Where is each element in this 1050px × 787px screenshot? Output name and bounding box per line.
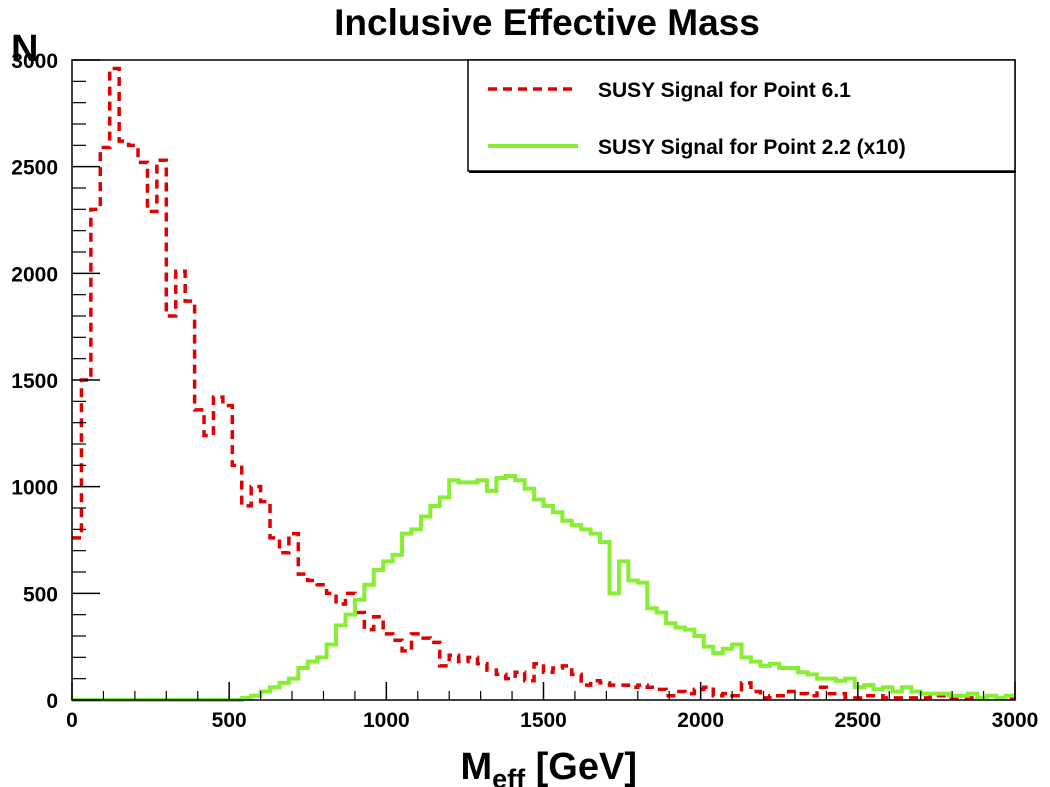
x-tick-label: 500 (212, 709, 247, 732)
x-tick-label: 1000 (363, 709, 410, 732)
y-tick-label: 2000 (11, 263, 58, 286)
legend-label-1: SUSY Signal for Point 6.1 (598, 79, 851, 102)
series-layer (72, 66, 1015, 702)
legend-label-2: SUSY Signal for Point 2.2 (x10) (598, 136, 906, 159)
legend: SUSY Signal for Point 6.1 SUSY Signal for… (467, 59, 1016, 173)
x-tick-label: 1500 (520, 709, 567, 732)
x-axis-label-sub: eff (492, 764, 526, 787)
x-tick-label: 2000 (677, 709, 724, 732)
legend-box (467, 59, 1016, 172)
y-tick-label: 1500 (11, 370, 58, 393)
x-axis-label-main: M (460, 746, 492, 787)
x-tick-label: 3000 (992, 709, 1039, 732)
y-tick-label: 1000 (11, 477, 58, 500)
x-axis-label: Meff [GeV] (460, 746, 637, 787)
y-tick-label: 3000 (11, 50, 58, 73)
y-axis-label: N (11, 28, 38, 70)
y-tick-label: 500 (23, 583, 58, 606)
axes-layer: 0 500 1000 1500 2000 2500 3000 0 500 1000 1500 2000… (11, 50, 1038, 732)
x-tick-label: 0 (66, 709, 78, 732)
series-2-line (72, 474, 1015, 702)
x-tick-label: 2500 (834, 709, 881, 732)
x-axis-label-unit: [GeV] (525, 746, 637, 787)
chart-title: Inclusive Effective Mass (334, 2, 760, 43)
series-1-line (72, 66, 1015, 700)
y-tick-label: 0 (46, 690, 58, 713)
y-tick-label: 2500 (11, 157, 58, 180)
